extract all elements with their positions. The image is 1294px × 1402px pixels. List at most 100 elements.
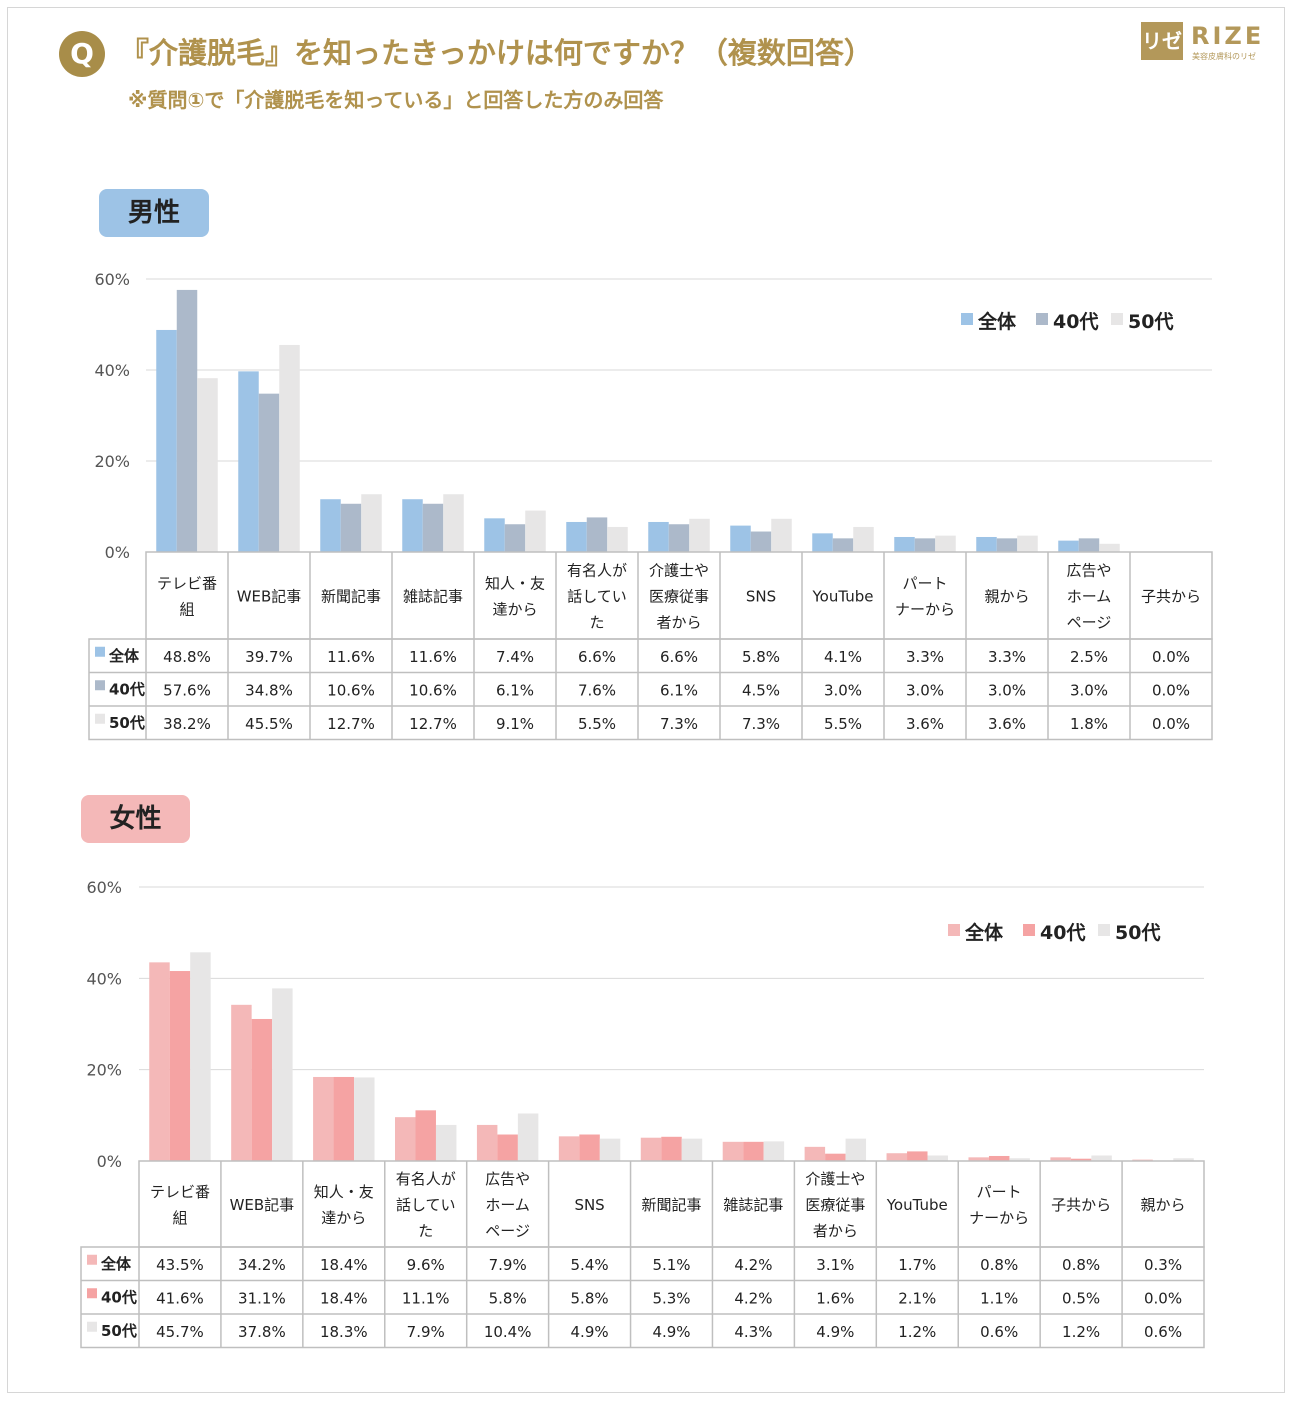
male-data-label: 3.0% bbox=[988, 681, 1026, 699]
female-category-label-line: ホーム bbox=[485, 1196, 530, 1214]
logo-mark: リゼ bbox=[1141, 22, 1183, 60]
female-category-label-line: 医療従事 bbox=[805, 1196, 865, 1214]
female-data-label: 34.2% bbox=[238, 1256, 286, 1274]
female-data-label: 0.5% bbox=[1062, 1289, 1100, 1307]
female-category-label: 広告やホームページ bbox=[485, 1170, 530, 1240]
female-y-tick-label: 20% bbox=[86, 1061, 122, 1080]
male-legend-label: 40代 bbox=[1053, 311, 1098, 333]
male-y-tick-label: 40% bbox=[94, 361, 130, 380]
female-data-label: 11.1% bbox=[402, 1289, 450, 1307]
male-bar bbox=[279, 344, 300, 552]
female-bar bbox=[1009, 1158, 1030, 1161]
female-data-label: 4.2% bbox=[734, 1256, 772, 1274]
female-bar bbox=[313, 1076, 334, 1161]
male-category-label: 有名人が話していた bbox=[567, 562, 627, 632]
female-data-label: 1.7% bbox=[898, 1256, 936, 1274]
female-data-label: 43.5% bbox=[156, 1256, 204, 1274]
section-label-female: 女性 bbox=[81, 795, 190, 843]
female-legend-swatch bbox=[1023, 924, 1035, 936]
female-category-label: 有名人が話していた bbox=[396, 1170, 456, 1240]
female-data-label: 0.6% bbox=[1144, 1323, 1182, 1341]
male-data-label: 3.0% bbox=[824, 681, 862, 699]
female-category-label-line: 達から bbox=[321, 1209, 366, 1227]
female-data-label: 4.9% bbox=[816, 1323, 854, 1341]
female-category-label: SNS bbox=[574, 1196, 604, 1214]
male-data-label: 4.5% bbox=[742, 681, 780, 699]
female-legend-swatch bbox=[948, 924, 960, 936]
female-bar bbox=[415, 1110, 436, 1161]
male-category-label: 広告やホームページ bbox=[1066, 562, 1111, 632]
female-category-label: YouTube bbox=[886, 1196, 948, 1214]
male-category-label-line: テレビ番 bbox=[157, 575, 217, 593]
female-bar bbox=[395, 1117, 416, 1161]
male-data-label: 38.2% bbox=[163, 715, 211, 733]
female-data-label: 0.0% bbox=[1144, 1289, 1182, 1307]
female-data-label: 4.3% bbox=[734, 1323, 772, 1341]
male-category-label-line: ナーから bbox=[895, 601, 955, 619]
female-row-label: 40代 bbox=[101, 1288, 137, 1306]
female-bar bbox=[927, 1155, 948, 1161]
male-data-label: 6.6% bbox=[660, 648, 698, 666]
male-data-label: 3.3% bbox=[906, 648, 944, 666]
male-bar bbox=[832, 538, 854, 552]
female-legend-label: 全体 bbox=[964, 921, 1004, 944]
female-category-label-line: テレビ番 bbox=[150, 1183, 210, 1201]
section-label-male: 男性 bbox=[99, 189, 209, 237]
male-data-label: 57.6% bbox=[163, 681, 211, 699]
male-bar bbox=[197, 378, 218, 552]
female-data-label: 10.4% bbox=[484, 1323, 532, 1341]
male-data-label: 5.8% bbox=[742, 648, 780, 666]
male-data-label: 7.6% bbox=[578, 681, 616, 699]
male-data-label: 6.1% bbox=[660, 681, 698, 699]
male-data-label: 34.8% bbox=[245, 681, 293, 699]
male-category-label-line: た bbox=[589, 614, 604, 632]
female-bar bbox=[169, 971, 191, 1161]
male-bar bbox=[320, 499, 341, 552]
male-data-label: 7.4% bbox=[496, 648, 534, 666]
female-bar bbox=[640, 1137, 662, 1161]
female-data-label: 5.3% bbox=[652, 1289, 690, 1307]
male-row-label: 全体 bbox=[108, 647, 140, 665]
male-bar bbox=[1017, 535, 1038, 552]
female-data-label: 4.9% bbox=[652, 1323, 690, 1341]
female-data-label: 5.4% bbox=[571, 1256, 609, 1274]
male-category-label-line: ホーム bbox=[1067, 588, 1112, 606]
male-category-label-line: パート bbox=[902, 575, 947, 593]
female-bar bbox=[1070, 1158, 1092, 1161]
male-data-label: 0.0% bbox=[1152, 681, 1190, 699]
female-bar bbox=[272, 988, 293, 1161]
male-table-body-border bbox=[88, 638, 1213, 741]
male-bar bbox=[156, 329, 177, 552]
female-data-label: 4.9% bbox=[571, 1323, 609, 1341]
female-data-label: 1.6% bbox=[816, 1289, 854, 1307]
male-bar bbox=[771, 518, 792, 552]
male-category-label-line: 話してい bbox=[567, 588, 627, 606]
female-bar bbox=[845, 1138, 867, 1161]
female-category-label: 雑誌記事 bbox=[723, 1196, 783, 1214]
female-row-key bbox=[87, 1321, 97, 1332]
male-bar bbox=[443, 494, 464, 552]
male-legend-label: 全体 bbox=[977, 310, 1017, 333]
male-bar bbox=[668, 524, 690, 552]
female-bar bbox=[231, 1004, 252, 1161]
male-category-label: 新聞記事 bbox=[321, 588, 381, 606]
male-category-label: 介護士や医療従事者から bbox=[649, 562, 709, 632]
male-row-key bbox=[95, 646, 105, 657]
female-category-label-line: WEB記事 bbox=[230, 1196, 295, 1214]
male-data-label: 48.8% bbox=[163, 648, 211, 666]
male-row-key bbox=[95, 680, 105, 691]
female-category-label: WEB記事 bbox=[230, 1196, 295, 1214]
male-bar bbox=[1099, 543, 1120, 552]
male-category-label-line: ページ bbox=[1067, 614, 1112, 632]
female-category-label-line: 親から bbox=[1141, 1196, 1186, 1214]
male-data-label: 2.5% bbox=[1070, 648, 1108, 666]
female-bar bbox=[599, 1138, 621, 1161]
male-data-label: 5.5% bbox=[578, 715, 616, 733]
female-category-label-line: ページ bbox=[485, 1222, 530, 1240]
female-data-label: 5.1% bbox=[652, 1256, 690, 1274]
female-table-body-border bbox=[80, 1246, 1205, 1349]
female-data-label: 1.2% bbox=[898, 1323, 936, 1341]
female-category-label: 新聞記事 bbox=[641, 1196, 701, 1214]
female-data-label: 0.8% bbox=[1062, 1256, 1100, 1274]
